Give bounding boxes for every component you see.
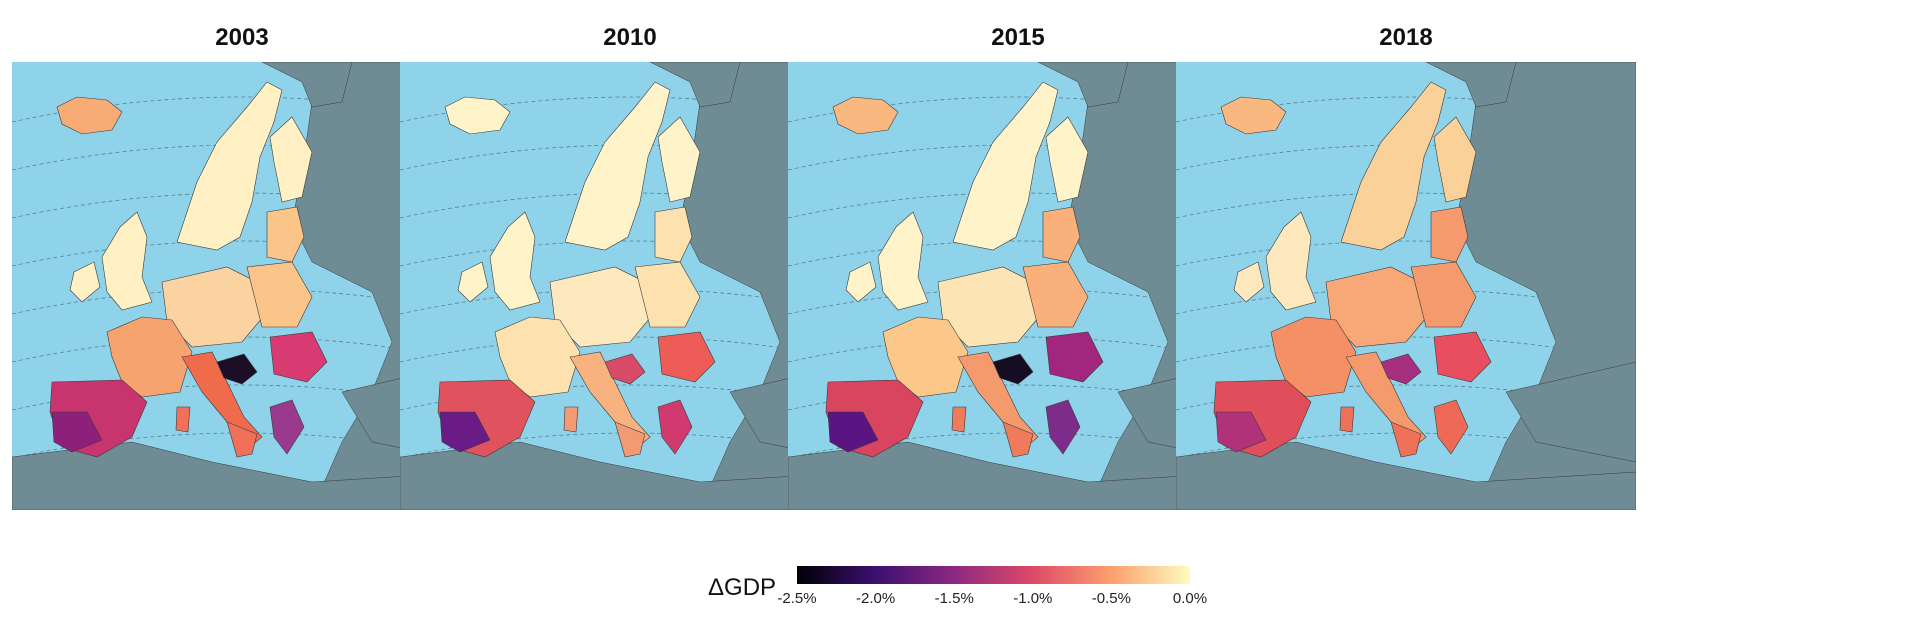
baltic-region bbox=[654, 206, 693, 263]
south-italy-region bbox=[175, 406, 258, 458]
france-region bbox=[882, 316, 969, 398]
poland-region bbox=[246, 261, 313, 328]
legend-tick-label: 0.0% bbox=[1172, 590, 1208, 607]
panel-title-2003: 2003 bbox=[215, 24, 269, 51]
ireland-region bbox=[457, 261, 489, 303]
southwest-spain-region bbox=[827, 411, 879, 453]
uk-region bbox=[489, 211, 541, 311]
iceland-region bbox=[832, 96, 899, 135]
uk-region bbox=[101, 211, 153, 311]
greece-region bbox=[269, 399, 305, 455]
nordic-region bbox=[176, 81, 313, 251]
france-region bbox=[106, 316, 193, 398]
panel-title-2018: 2018 bbox=[1379, 24, 1433, 51]
greece-region bbox=[1045, 399, 1081, 455]
legend-colorbar bbox=[797, 566, 1190, 584]
iceland-region bbox=[56, 96, 123, 135]
france-region bbox=[494, 316, 581, 398]
non-eu-land bbox=[261, 62, 353, 108]
non-eu-land bbox=[1176, 441, 1636, 510]
france-region bbox=[1270, 316, 1357, 398]
ireland-region bbox=[1233, 261, 1265, 303]
uk-region bbox=[1265, 211, 1317, 311]
nordic-region bbox=[564, 81, 701, 251]
romania-region bbox=[657, 331, 716, 383]
poland-region bbox=[1410, 261, 1477, 328]
baltic-region bbox=[1042, 206, 1081, 263]
southwest-spain-region bbox=[1215, 411, 1267, 453]
non-eu-land bbox=[649, 62, 741, 108]
poland-region bbox=[1022, 261, 1089, 328]
south-italy-region bbox=[1339, 406, 1422, 458]
legend-tick-label: -2.0% bbox=[856, 590, 896, 607]
baltic-region bbox=[1430, 206, 1469, 263]
uk-region bbox=[877, 211, 929, 311]
nordic-region bbox=[1340, 81, 1477, 251]
non-eu-land bbox=[12, 441, 472, 510]
romania-region bbox=[269, 331, 328, 383]
legend-tick-label: -2.5% bbox=[777, 590, 817, 607]
non-eu-land bbox=[1425, 62, 1517, 108]
romania-region bbox=[1433, 331, 1492, 383]
poland-region bbox=[634, 261, 701, 328]
legend-title: ΔGDP bbox=[708, 574, 777, 601]
iceland-region bbox=[444, 96, 511, 135]
legend-tick-label: -0.5% bbox=[1091, 590, 1131, 607]
croatia-region bbox=[992, 353, 1034, 385]
map-panel-2018 bbox=[1176, 62, 1636, 510]
ireland-region bbox=[69, 261, 101, 303]
southwest-spain-region bbox=[51, 411, 103, 453]
non-eu-land bbox=[400, 441, 860, 510]
southwest-spain-region bbox=[439, 411, 491, 453]
south-italy-region bbox=[951, 406, 1034, 458]
panel-title-2010: 2010 bbox=[603, 24, 657, 51]
legend-tick-label: -1.0% bbox=[1013, 590, 1053, 607]
ireland-region bbox=[845, 261, 877, 303]
map-panel-2003 bbox=[12, 62, 472, 510]
iceland-region bbox=[1220, 96, 1287, 135]
legend-tick-label: -1.5% bbox=[934, 590, 974, 607]
romania-region bbox=[1045, 331, 1104, 383]
baltic-region bbox=[266, 206, 305, 263]
europe-map-2018 bbox=[1176, 62, 1636, 510]
nordic-region bbox=[952, 81, 1089, 251]
greece-region bbox=[657, 399, 693, 455]
europe-map-2003 bbox=[12, 62, 472, 510]
croatia-region bbox=[216, 353, 258, 385]
non-eu-land bbox=[788, 441, 1248, 510]
croatia-region bbox=[604, 353, 646, 385]
panel-title-2015: 2015 bbox=[991, 24, 1045, 51]
south-italy-region bbox=[563, 406, 646, 458]
croatia-region bbox=[1380, 353, 1422, 385]
non-eu-land bbox=[1505, 361, 1636, 463]
non-eu-land bbox=[1037, 62, 1129, 108]
greece-region bbox=[1433, 399, 1469, 455]
